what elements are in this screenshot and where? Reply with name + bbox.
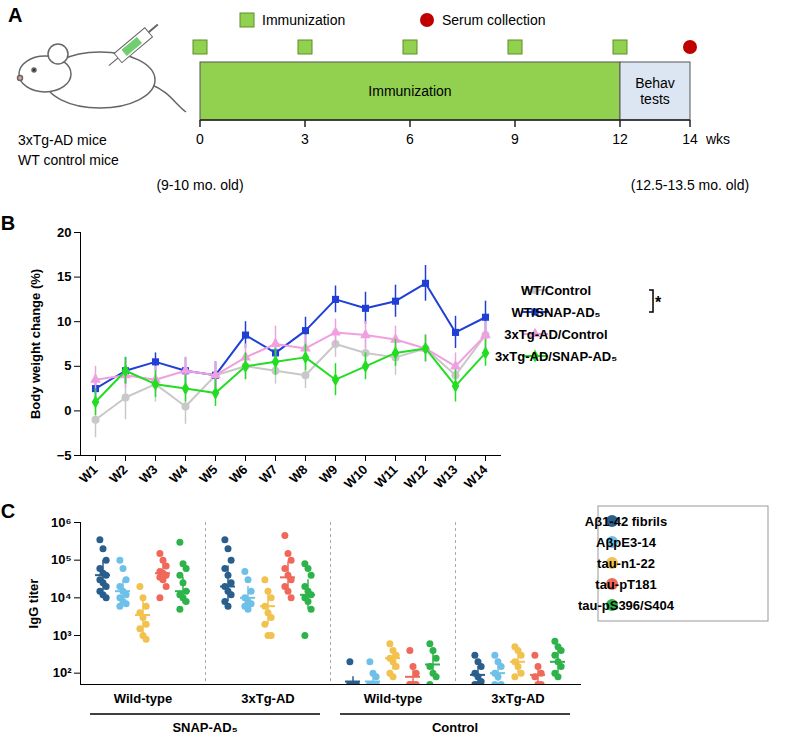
svg-text:W5: W5 [196,462,220,486]
svg-text:tau-pT181: tau-pT181 [595,577,656,592]
svg-text:B: B [1,212,15,234]
svg-text:W8: W8 [286,462,310,486]
svg-text:10⁴: 10⁴ [51,590,72,605]
svg-text:0: 0 [196,131,204,147]
svg-text:10: 10 [57,314,71,329]
svg-text:AβpE3-14: AβpE3-14 [596,535,657,550]
svg-text:10²: 10² [53,665,72,680]
svg-text:10⁵: 10⁵ [51,552,72,567]
svg-text:wks: wks [705,131,730,147]
svg-text:Immunization: Immunization [262,12,345,28]
svg-text:*: * [655,294,662,311]
svg-text:10³: 10³ [53,628,72,643]
svg-text:0: 0 [64,403,71,418]
svg-text:WT/Control: WT/Control [521,283,591,298]
svg-text:(12.5-13.5 mo. old): (12.5-13.5 mo. old) [631,177,749,193]
svg-text:6: 6 [406,131,414,147]
svg-text:tau-pS396/S404: tau-pS396/S404 [578,598,675,613]
svg-text:Control: Control [432,720,478,735]
svg-text:WT control mice: WT control mice [18,152,119,168]
svg-text:W11: W11 [372,462,401,491]
svg-text:W4: W4 [166,461,191,486]
svg-text:C: C [1,500,15,522]
svg-text:Wild-type: Wild-type [364,691,422,706]
svg-text:W7: W7 [256,462,280,486]
svg-text:W12: W12 [401,462,431,492]
svg-text:W9: W9 [316,462,340,486]
svg-text:W3: W3 [136,462,160,486]
svg-text:Aβ1-42 fibrils: Aβ1-42 fibrils [585,514,667,529]
svg-text:5: 5 [64,358,71,373]
svg-text:Immunization: Immunization [368,83,451,99]
svg-text:(9-10 mo. old): (9-10 mo. old) [156,177,243,193]
svg-text:12: 12 [612,131,628,147]
svg-text:A: A [8,4,22,26]
svg-text:3xTg-AD mice: 3xTg-AD mice [18,132,107,148]
svg-text:WT/SNAP-AD₅: WT/SNAP-AD₅ [511,305,600,320]
svg-text:W1: W1 [76,462,100,486]
svg-text:W2: W2 [106,462,130,486]
svg-text:−5: −5 [57,448,72,463]
svg-text:3xTg-AD: 3xTg-AD [241,691,294,706]
svg-text:W6: W6 [226,462,250,486]
svg-text:9: 9 [511,131,519,147]
svg-text:Serum collection: Serum collection [442,12,546,28]
svg-text:W13: W13 [431,462,461,492]
svg-text:10⁶: 10⁶ [51,515,71,530]
svg-text:15: 15 [57,269,71,284]
svg-text:3: 3 [301,131,309,147]
svg-text:W10: W10 [341,462,371,492]
svg-text:Wild-type: Wild-type [114,691,172,706]
svg-text:14: 14 [682,131,698,147]
svg-text:3xTg-AD/Control: 3xTg-AD/Control [504,327,607,342]
svg-text:SNAP-AD₅: SNAP-AD₅ [172,720,237,735]
svg-text:Body weight change (%): Body weight change (%) [28,269,43,419]
svg-text:tau-n1-22: tau-n1-22 [597,556,655,571]
svg-text:W14: W14 [461,461,491,491]
svg-text:IgG titer: IgG titer [26,579,41,629]
svg-text:Behavtests: Behavtests [635,75,675,108]
svg-text:20: 20 [57,225,71,240]
svg-text:3xTg-AD/SNAP-AD₅: 3xTg-AD/SNAP-AD₅ [495,349,617,364]
svg-text:3xTg-AD: 3xTg-AD [491,691,544,706]
